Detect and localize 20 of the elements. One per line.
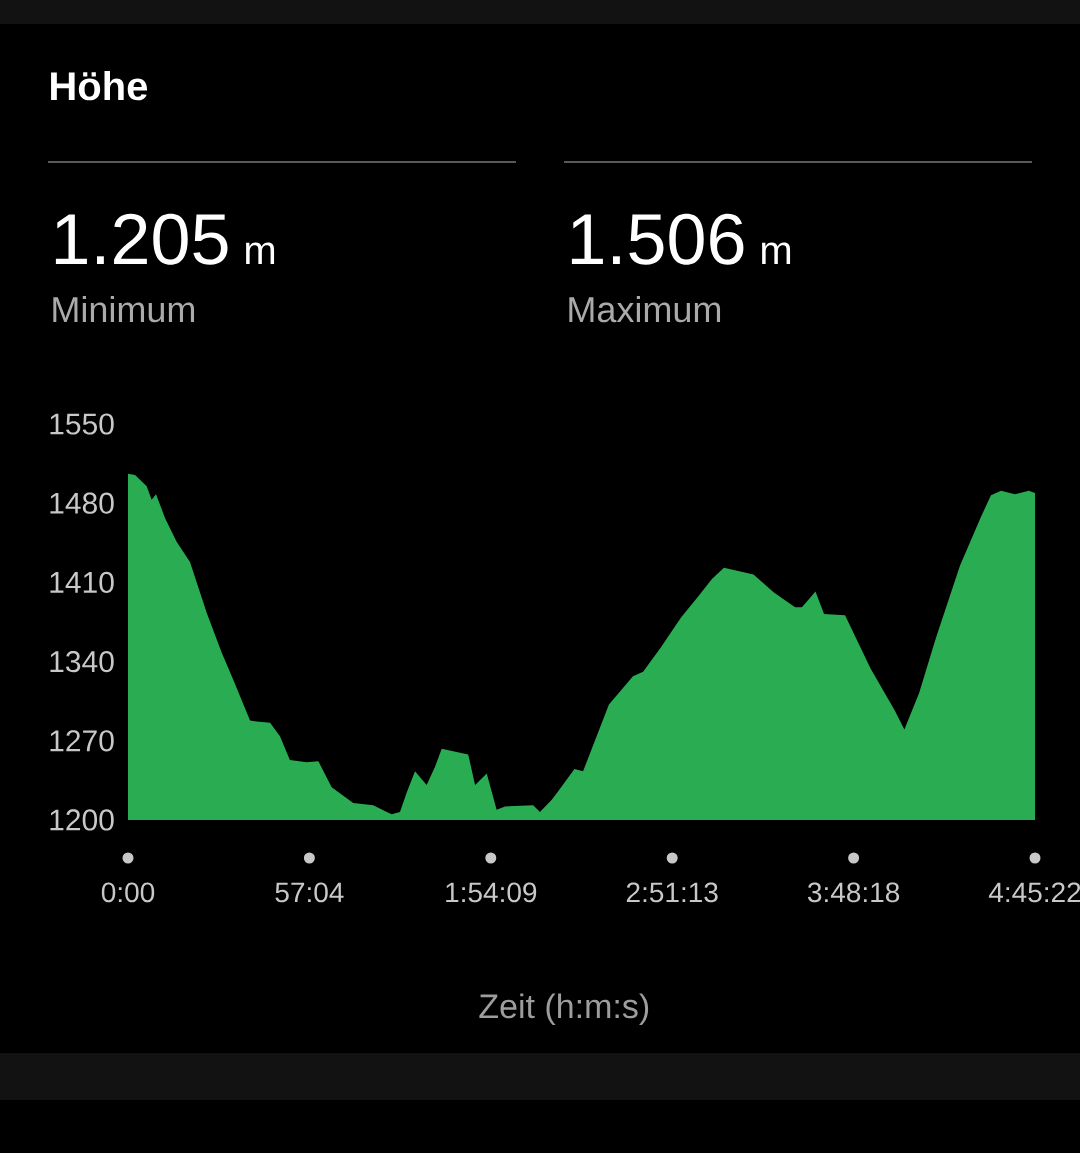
y-tick-label: 1550 xyxy=(50,413,114,435)
y-tick-label: 1270 xyxy=(50,730,114,752)
y-tick-label: 1200 xyxy=(50,809,114,831)
y-tick-label: 1410 xyxy=(50,571,114,594)
text: m xyxy=(246,242,275,264)
chart-title: Höhe xyxy=(51,71,148,101)
x-tick-label: 1:54:09 xyxy=(446,882,537,903)
x-tick-label: 57:04 xyxy=(275,882,344,903)
x-tick-label: 4:45:22 xyxy=(988,882,1080,903)
text: 1.205 xyxy=(55,213,228,265)
x-tick-label: 2:51:13 xyxy=(626,882,718,903)
x-axis-title: Zeit (h:m:s) xyxy=(479,993,649,1026)
y-tick-label: 1340 xyxy=(50,650,114,673)
text: Maximum xyxy=(569,295,721,323)
text: m xyxy=(762,242,791,264)
x-tick-label: 0:00 xyxy=(101,882,155,903)
text: Minimum xyxy=(53,295,195,323)
y-tick-label: 1480 xyxy=(50,492,114,514)
x-tick-label: 3:48:18 xyxy=(807,882,900,903)
text: 1.506 xyxy=(571,213,744,265)
